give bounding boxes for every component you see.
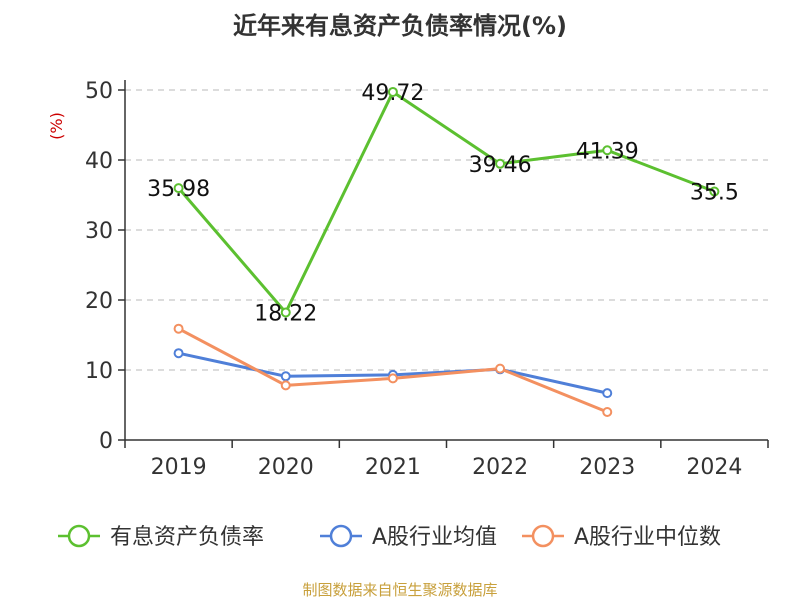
y-tick-label: 40: [85, 149, 113, 174]
chart-title: 近年来有息资产负债率情况(%): [233, 12, 567, 40]
x-tick-label: 2023: [579, 455, 635, 480]
data-point: [602, 407, 613, 417]
data-label: 18.22: [254, 301, 317, 326]
legend: 有息资产负债率 A股行业均值 A股行业中位数: [58, 524, 721, 550]
y-tick-label: 10: [85, 359, 113, 384]
y-tick-label: 0: [99, 429, 113, 454]
legend-marker: [531, 524, 555, 548]
series-layer: [173, 86, 720, 417]
data-point: [280, 371, 291, 382]
x-tick-label: 2024: [686, 455, 742, 480]
data-label: 41.39: [576, 139, 639, 164]
y-tick-label: 20: [85, 289, 113, 314]
x-tick-label: 2021: [365, 455, 421, 480]
gridlines: [125, 89, 768, 371]
legend-label: 有息资产负债率: [110, 525, 264, 550]
data-point: [602, 145, 613, 156]
data-label: 35.5: [690, 181, 739, 206]
data-point: [602, 388, 613, 399]
series-line: [177, 90, 715, 314]
data-point: [280, 380, 291, 391]
axes: 0 10 20 30 40 50 2019 2020 2021 2022 2023 2024: [85, 79, 769, 480]
x-tick-label: 2019: [151, 455, 207, 480]
data-label: 39.46: [469, 153, 532, 178]
data-label: 49.72: [361, 81, 424, 106]
data-point: [495, 363, 506, 374]
legend-marker: [67, 524, 91, 548]
data-point: [280, 307, 291, 318]
y-axis-unit: (%): [47, 112, 66, 140]
source-note: 制图数据来自恒生聚源数据库: [302, 581, 497, 599]
y-tick-label: 50: [85, 79, 113, 104]
legend-label: A股行业中位数: [574, 525, 721, 550]
data-point: [709, 186, 720, 197]
legend-marker: [329, 524, 353, 548]
x-tick-label: 2022: [472, 455, 528, 480]
y-tick-label: 30: [85, 219, 113, 244]
data-point: [173, 348, 184, 359]
data-labels: 35.98 18.22 49.72 39.46 41.39 35.5: [147, 81, 739, 326]
data-point: [495, 158, 506, 169]
x-tick-label: 2020: [258, 455, 314, 480]
data-point: [173, 183, 184, 194]
legend-label: A股行业均值: [372, 525, 497, 550]
data-label: 35.98: [147, 177, 210, 202]
data-point: [387, 373, 398, 384]
data-point: [173, 323, 184, 334]
data-point: [387, 86, 398, 97]
